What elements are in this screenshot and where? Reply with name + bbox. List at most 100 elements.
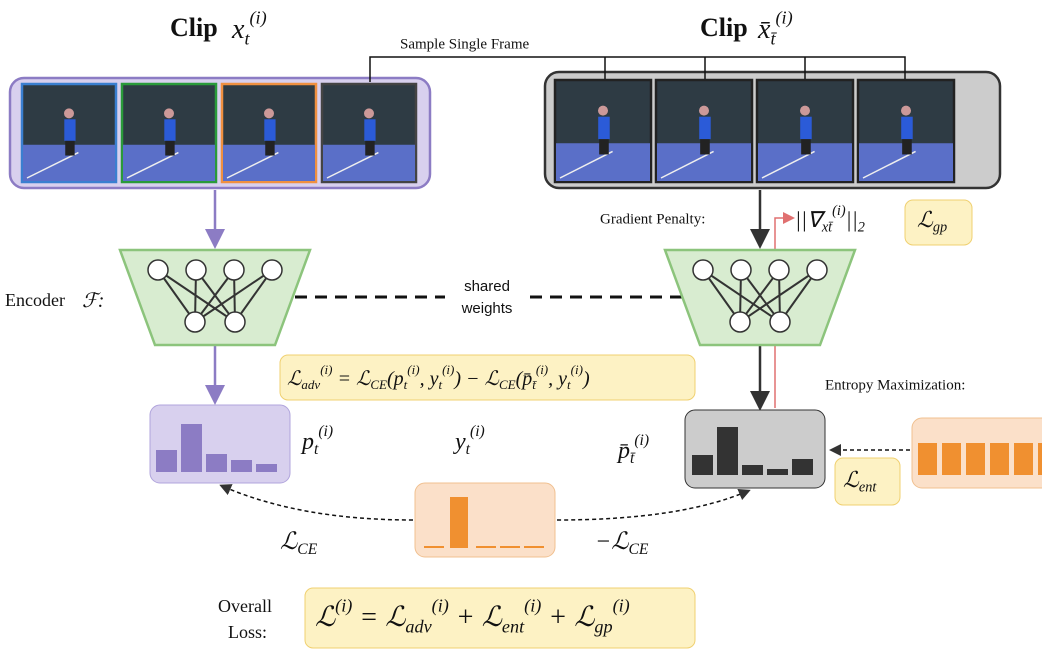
clip-label: Clip [700,13,748,42]
node [224,311,246,333]
overall-label: Loss: [228,622,267,642]
sample-label: Sample Single Frame [400,36,529,52]
math-part: ℒ [917,207,934,232]
math-part: ||∇ [795,207,826,232]
player [65,140,75,156]
math-part: (i) [442,362,454,377]
math-part: t [404,377,408,392]
math-part: ) − ℒ [453,368,499,390]
math-part: || [846,207,858,232]
court-line [559,150,613,179]
hist-box [414,482,556,558]
court-line [26,151,79,179]
math-part: = ℒ [332,368,370,390]
node [147,259,169,281]
hist-box [684,409,826,489]
node [185,259,207,281]
math-part: x [231,14,245,45]
math-part: t̄ [828,220,834,236]
player [902,139,912,155]
court-line [326,151,379,179]
math: ℱ: [82,290,104,312]
math-part: (i) [571,362,583,377]
math-part: p [300,429,314,455]
gp-label: Gradient Penalty: [600,211,705,227]
math-part: ℒ [280,529,298,555]
math: ℒ(i) = ℒadv(i) + ℒent(i) + ℒgp(i) [315,596,630,637]
player [164,108,174,119]
hist-bar [156,450,177,472]
player [164,119,176,141]
shared-label: shared [464,278,510,295]
node [769,311,791,333]
node [692,259,714,281]
player [599,139,609,155]
player [365,140,375,156]
encoder [118,248,312,347]
shared-label: weights [461,300,513,317]
math-part: t̄ [770,29,777,49]
player [64,119,76,141]
math-part: (p̄ [516,368,533,390]
hist-bar [717,427,738,475]
math-part: y [453,429,466,455]
dashed-arrow [556,489,751,521]
edge [194,269,273,323]
math: ℒCE [280,529,318,558]
court-line [226,151,279,179]
hist-bar [990,443,1009,475]
formula-box [279,354,696,401]
math-part: (i) [832,203,846,219]
node [730,259,752,281]
math-part: + ℒ [449,602,503,633]
math-part: , y [548,368,567,390]
math-part: ent [502,617,525,637]
formula-box [304,587,696,649]
hist-bar [256,464,277,472]
dashed-arrow [219,484,414,521]
math-part: adv [405,617,432,637]
player [901,116,913,140]
math-part: + ℒ [541,602,595,633]
math-part: t [244,29,250,49]
math: p̄t̄(i) [616,432,649,467]
math-part: x [821,220,829,236]
player [364,119,376,141]
encoder-label: Encoder [5,290,65,310]
math: pt(i) [300,423,333,458]
edge [739,269,780,323]
edge [194,269,235,323]
node [768,259,790,281]
hist-bar [966,443,985,475]
math: ℒadv(i) = ℒCE(pt(i), yt(i)) − ℒCE(p̄t̄(i… [287,362,590,392]
hist-bar [742,465,763,475]
player [901,105,911,116]
math-part: (i) [470,423,485,440]
math-part: CE [628,541,648,558]
player [598,105,608,116]
math-part: gp [594,617,612,637]
math-part: −ℒ [595,529,629,555]
math: x̄t̄(i) [757,8,793,49]
hist-bar [1038,443,1042,475]
math-part: ℒ [315,602,336,633]
math-part: ℒ [843,467,860,492]
hist-bar [1014,443,1033,475]
node [729,311,751,333]
sample-bracket [369,56,906,82]
math-part: CE [297,541,317,558]
loss-box [834,457,901,506]
math-part: adv [301,377,320,392]
math-part: ℱ: [82,290,104,312]
math-part: , y [420,368,439,390]
court-line [761,150,815,179]
math-part: t [567,377,571,392]
node [184,311,206,333]
node [806,259,828,281]
math: −ℒCE [595,529,649,558]
hist-bar [450,497,468,548]
court-line [126,151,179,179]
hist-bar [206,454,227,472]
encoder [663,248,857,347]
